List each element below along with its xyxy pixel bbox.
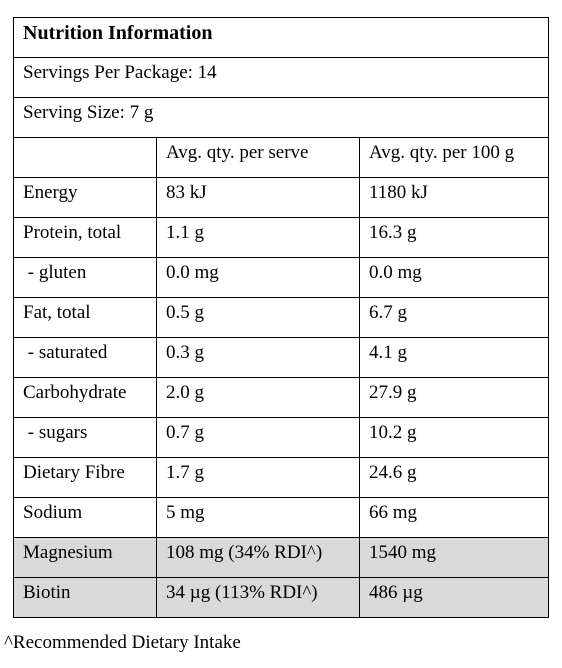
table-row: - saturated 0.3 g 4.1 g [13, 337, 550, 378]
per-100g-cell: 1540 mg [358, 537, 550, 578]
table-row: Fat, total 0.5 g 6.7 g [13, 297, 550, 338]
nutrient-name-cell: Energy [13, 177, 157, 218]
table-row: Protein, total 1.1 g 16.3 g [13, 217, 550, 258]
per-100g-cell: 4.1 g [358, 337, 550, 378]
panel-title: Nutrition Information [12, 17, 550, 58]
per-serve-cell: 5 mg [156, 497, 360, 538]
serving-size-row: Serving Size: 7 g [12, 97, 550, 138]
table-row: Dietary Fibre 1.7 g 24.6 g [13, 457, 550, 498]
nutrient-name-cell: - sugars [13, 417, 157, 458]
column-header-nutrient [13, 137, 157, 178]
per-serve-cell: 0.0 mg [156, 257, 360, 298]
per-100g-cell: 24.6 g [358, 457, 550, 498]
per-100g-cell: 0.0 mg [358, 257, 550, 298]
nutrition-table: Nutrition Information Servings Per Packa… [12, 17, 550, 618]
per-100g-cell: 6.7 g [358, 297, 550, 338]
footnote: ^Recommended Dietary Intake [4, 632, 241, 653]
table-row: Energy 83 kJ 1180 kJ [13, 177, 550, 218]
nutrient-name-cell: - gluten [13, 257, 157, 298]
table-row: Sodium 5 mg 66 mg [13, 497, 550, 538]
table-row: - gluten 0.0 mg 0.0 mg [13, 257, 550, 298]
per-serve-cell: 83 kJ [156, 177, 360, 218]
column-header-per-100g: Avg. qty. per 100 g [358, 137, 550, 178]
per-serve-cell: 2.0 g [156, 377, 360, 418]
per-serve-cell: 1.7 g [156, 457, 360, 498]
per-serve-cell: 0.3 g [156, 337, 360, 378]
title-row: Nutrition Information [12, 17, 550, 58]
servings-row: Servings Per Package: 14 [12, 57, 550, 98]
per-serve-cell: 108 mg (34% RDI^) [156, 537, 360, 578]
nutrient-name-cell: Carbohydrate [13, 377, 157, 418]
nutrient-name-cell: - saturated [13, 337, 157, 378]
nutrition-information-panel: Nutrition Information Servings Per Packa… [12, 17, 550, 618]
per-100g-cell: 16.3 g [358, 217, 550, 258]
per-serve-cell: 34 µg (113% RDI^) [156, 577, 360, 618]
per-serve-cell: 0.7 g [156, 417, 360, 458]
per-100g-cell: 1180 kJ [358, 177, 550, 218]
nutrient-name-cell: Magnesium [13, 537, 157, 578]
per-serve-cell: 0.5 g [156, 297, 360, 338]
table-row: Carbohydrate 2.0 g 27.9 g [13, 377, 550, 418]
per-serve-cell: 1.1 g [156, 217, 360, 258]
column-header-row: Avg. qty. per serve Avg. qty. per 100 g [13, 137, 550, 178]
nutrient-name-cell: Protein, total [13, 217, 157, 258]
servings-per-package: Servings Per Package: 14 [12, 57, 550, 98]
nutrient-name-cell: Dietary Fibre [13, 457, 157, 498]
per-100g-cell: 486 µg [358, 577, 550, 618]
per-100g-cell: 27.9 g [358, 377, 550, 418]
nutrient-name-cell: Fat, total [13, 297, 157, 338]
nutrient-name-cell: Sodium [13, 497, 157, 538]
serving-size: Serving Size: 7 g [12, 97, 550, 138]
nutrient-name-cell: Biotin [13, 577, 157, 618]
column-header-per-serve: Avg. qty. per serve [156, 137, 360, 178]
per-100g-cell: 10.2 g [358, 417, 550, 458]
table-row: Magnesium 108 mg (34% RDI^) 1540 mg [13, 537, 550, 578]
table-row: Biotin 34 µg (113% RDI^) 486 µg [13, 577, 550, 618]
per-100g-cell: 66 mg [358, 497, 550, 538]
table-row: - sugars 0.7 g 10.2 g [13, 417, 550, 458]
